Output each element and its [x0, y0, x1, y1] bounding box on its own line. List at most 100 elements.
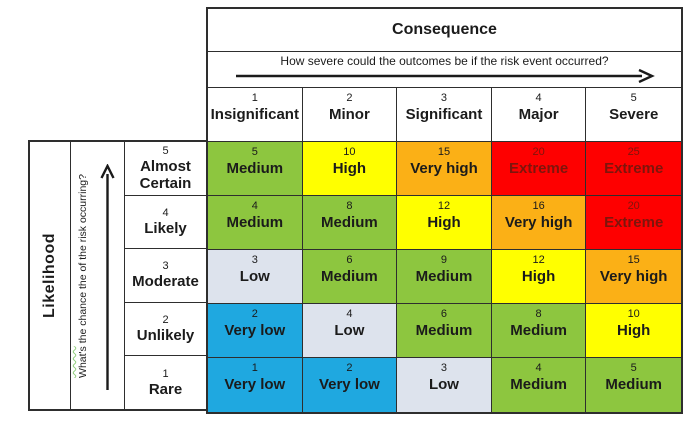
spellcheck-squiggle: What's	[77, 345, 89, 378]
column-number: 3	[440, 92, 448, 104]
likelihood-table: Likelihood What's the chance the of the …	[28, 140, 206, 411]
column-number: 4	[535, 92, 542, 104]
row-header-unlikely: 2 Unlikely	[125, 303, 206, 357]
column-label: Minor	[328, 106, 370, 123]
matrix-cell-r5c4: 4 Medium	[491, 358, 587, 412]
arrow-up-icon	[100, 164, 115, 390]
likelihood-title-column: Likelihood	[30, 142, 71, 409]
cell-label: Very low	[224, 376, 286, 393]
matrix-cell-r2c4: 16 Very high	[491, 196, 587, 250]
column-header-major: 4 Major	[492, 88, 587, 141]
matrix-cell-r3c3: 9 Medium	[397, 250, 492, 304]
cell-label: Very high	[504, 214, 573, 231]
matrix-cell-r1c3: 15 Very high	[397, 142, 492, 196]
row-number: 3	[162, 260, 169, 273]
matrix-cell-r4c3: 6 Medium	[397, 304, 492, 358]
cell-score: 8	[535, 308, 542, 320]
cell-label: Low	[239, 268, 270, 285]
matrix-cell-r2c5: 20 Extreme	[586, 196, 681, 250]
cell-score: 12	[437, 200, 451, 212]
matrix-cell-r5c2: 2 Very low	[302, 358, 398, 412]
row-number: 1	[162, 367, 169, 380]
consequence-question-row: How severe could the outcomes be if the …	[208, 52, 681, 88]
matrix-cell-r4c1: 2 Very low	[208, 304, 303, 358]
cell-label: Very low	[318, 376, 380, 393]
row-number: 5	[162, 144, 169, 157]
row-header-rare: 1 Rare	[125, 356, 206, 409]
column-header-severe: 5 Severe	[586, 88, 681, 141]
cell-label: Very low	[224, 322, 286, 339]
column-number: 5	[630, 92, 637, 104]
row-header-likely: 4 Likely	[125, 196, 206, 250]
cell-score: 4	[346, 308, 353, 320]
cell-label: High	[427, 214, 461, 231]
matrix-cell-r5c5: 5 Medium	[586, 358, 681, 412]
matrix-cell-r2c1: 4 Medium	[208, 196, 303, 250]
cell-score: 4	[535, 362, 542, 374]
matrix-cell-r4c2: 4 Low	[302, 304, 398, 358]
matrix-cell-r4c5: 10 High	[586, 304, 681, 358]
cell-label: Medium	[605, 376, 663, 393]
row-label: Likely	[144, 219, 187, 237]
cell-label: Medium	[510, 322, 567, 339]
cell-label: Medium	[415, 322, 473, 339]
cell-label: Medium	[510, 376, 567, 393]
column-header-insignificant: 1 Insignificant	[208, 88, 303, 141]
matrix-cell-r3c1: 3 Low	[208, 250, 303, 304]
consequence-table: Consequence How severe could the outcome…	[206, 7, 683, 414]
cell-score: 20	[532, 146, 545, 158]
cell-label: Medium	[321, 268, 378, 285]
cell-label: Medium	[415, 268, 473, 285]
cell-score: 9	[440, 254, 448, 266]
matrix-cell-r5c1: 1 Very low	[208, 358, 303, 412]
cell-label: Low	[334, 322, 365, 339]
row-label: Rare	[148, 380, 183, 398]
row-label: Almost Certain	[139, 157, 192, 192]
cell-label: High	[332, 160, 367, 177]
cell-score: 4	[251, 200, 258, 212]
cell-score: 16	[532, 200, 545, 212]
column-label: Severe	[609, 106, 659, 123]
cell-label: High	[521, 268, 556, 285]
matrix-cell-r1c1: 5 Medium	[208, 142, 303, 196]
cell-score: 2	[251, 308, 258, 320]
cell-score: 15	[627, 254, 640, 266]
cell-label: Medium	[226, 214, 284, 231]
column-label: Major	[518, 106, 559, 123]
column-number: 1	[251, 92, 258, 104]
column-header-minor: 2 Minor	[303, 88, 398, 141]
matrix-cell-r1c2: 10 High	[302, 142, 398, 196]
column-label: Insignificant	[210, 106, 299, 123]
likelihood-question-text: What's the chance the of the risk occurr…	[77, 173, 89, 378]
matrix-cell-r5c3: 3 Low	[397, 358, 492, 412]
cell-score: 6	[346, 254, 353, 266]
likelihood-question-column: What's the chance the of the risk occurr…	[71, 142, 125, 409]
cell-score: 8	[346, 200, 353, 212]
consequence-question-text: How severe could the outcomes be if the …	[280, 54, 609, 68]
cell-score: 20	[627, 200, 640, 212]
cell-label: Medium	[321, 214, 378, 231]
cell-score: 6	[440, 308, 448, 320]
row-number: 4	[162, 206, 169, 219]
cell-label: Low	[428, 376, 459, 393]
likelihood-title: Likelihood	[41, 233, 58, 318]
cell-label: Extreme	[604, 214, 664, 231]
cell-score: 5	[630, 362, 637, 374]
likelihood-row-headers: 5 Almost Certain 4 Likely 3 Moderate 2 U…	[125, 142, 206, 409]
consequence-title: Consequence	[208, 9, 681, 52]
cell-label: Very high	[410, 160, 478, 177]
cell-score: 25	[627, 146, 640, 158]
column-number: 2	[346, 92, 353, 104]
row-header-almost-certain: 5 Almost Certain	[125, 142, 206, 196]
row-number: 2	[162, 314, 169, 327]
matrix-cell-r3c5: 15 Very high	[586, 250, 681, 304]
cell-label: High	[617, 322, 651, 339]
column-label: Significant	[405, 106, 483, 123]
cell-score: 10	[627, 308, 640, 320]
matrix-cell-r4c4: 8 Medium	[491, 304, 587, 358]
matrix-cell-r2c2: 8 Medium	[302, 196, 398, 250]
row-label: Moderate	[132, 273, 199, 291]
matrix-cell-r3c4: 12 High	[491, 250, 587, 304]
cell-score: 10	[343, 146, 356, 158]
cell-score: 3	[251, 254, 258, 266]
